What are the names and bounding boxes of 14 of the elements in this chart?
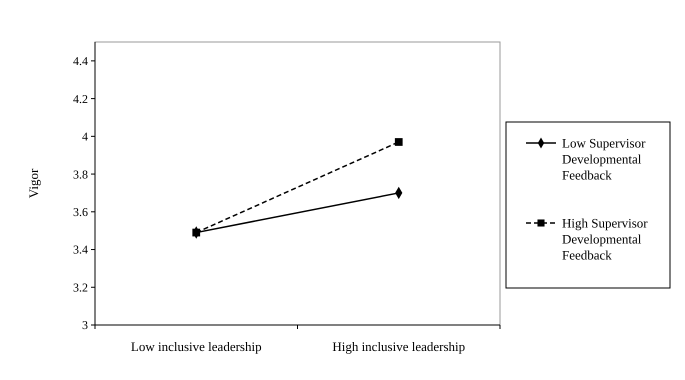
- y-tick-label: 3.8: [73, 167, 88, 182]
- y-tick-label: 3.6: [73, 205, 88, 219]
- y-tick-label: 4.4: [73, 54, 88, 68]
- y-tick-label: 3.4: [73, 242, 88, 257]
- y-tick-label: 3.2: [73, 280, 88, 294]
- x-tick-label: High inclusive leadership: [332, 339, 466, 354]
- legend-label: Low Supervisor Developmental Feedback: [562, 136, 646, 183]
- y-tick-label: 3: [82, 318, 88, 332]
- y-axis-title: Vigor: [26, 168, 41, 198]
- y-tick-label: 4: [82, 130, 88, 144]
- x-tick-label: Low inclusive leadership: [130, 339, 262, 354]
- point: [394, 138, 403, 146]
- y-tick-label: 4.2: [73, 92, 88, 106]
- legend-label: High Supervisor Developmental Feedback: [562, 216, 648, 263]
